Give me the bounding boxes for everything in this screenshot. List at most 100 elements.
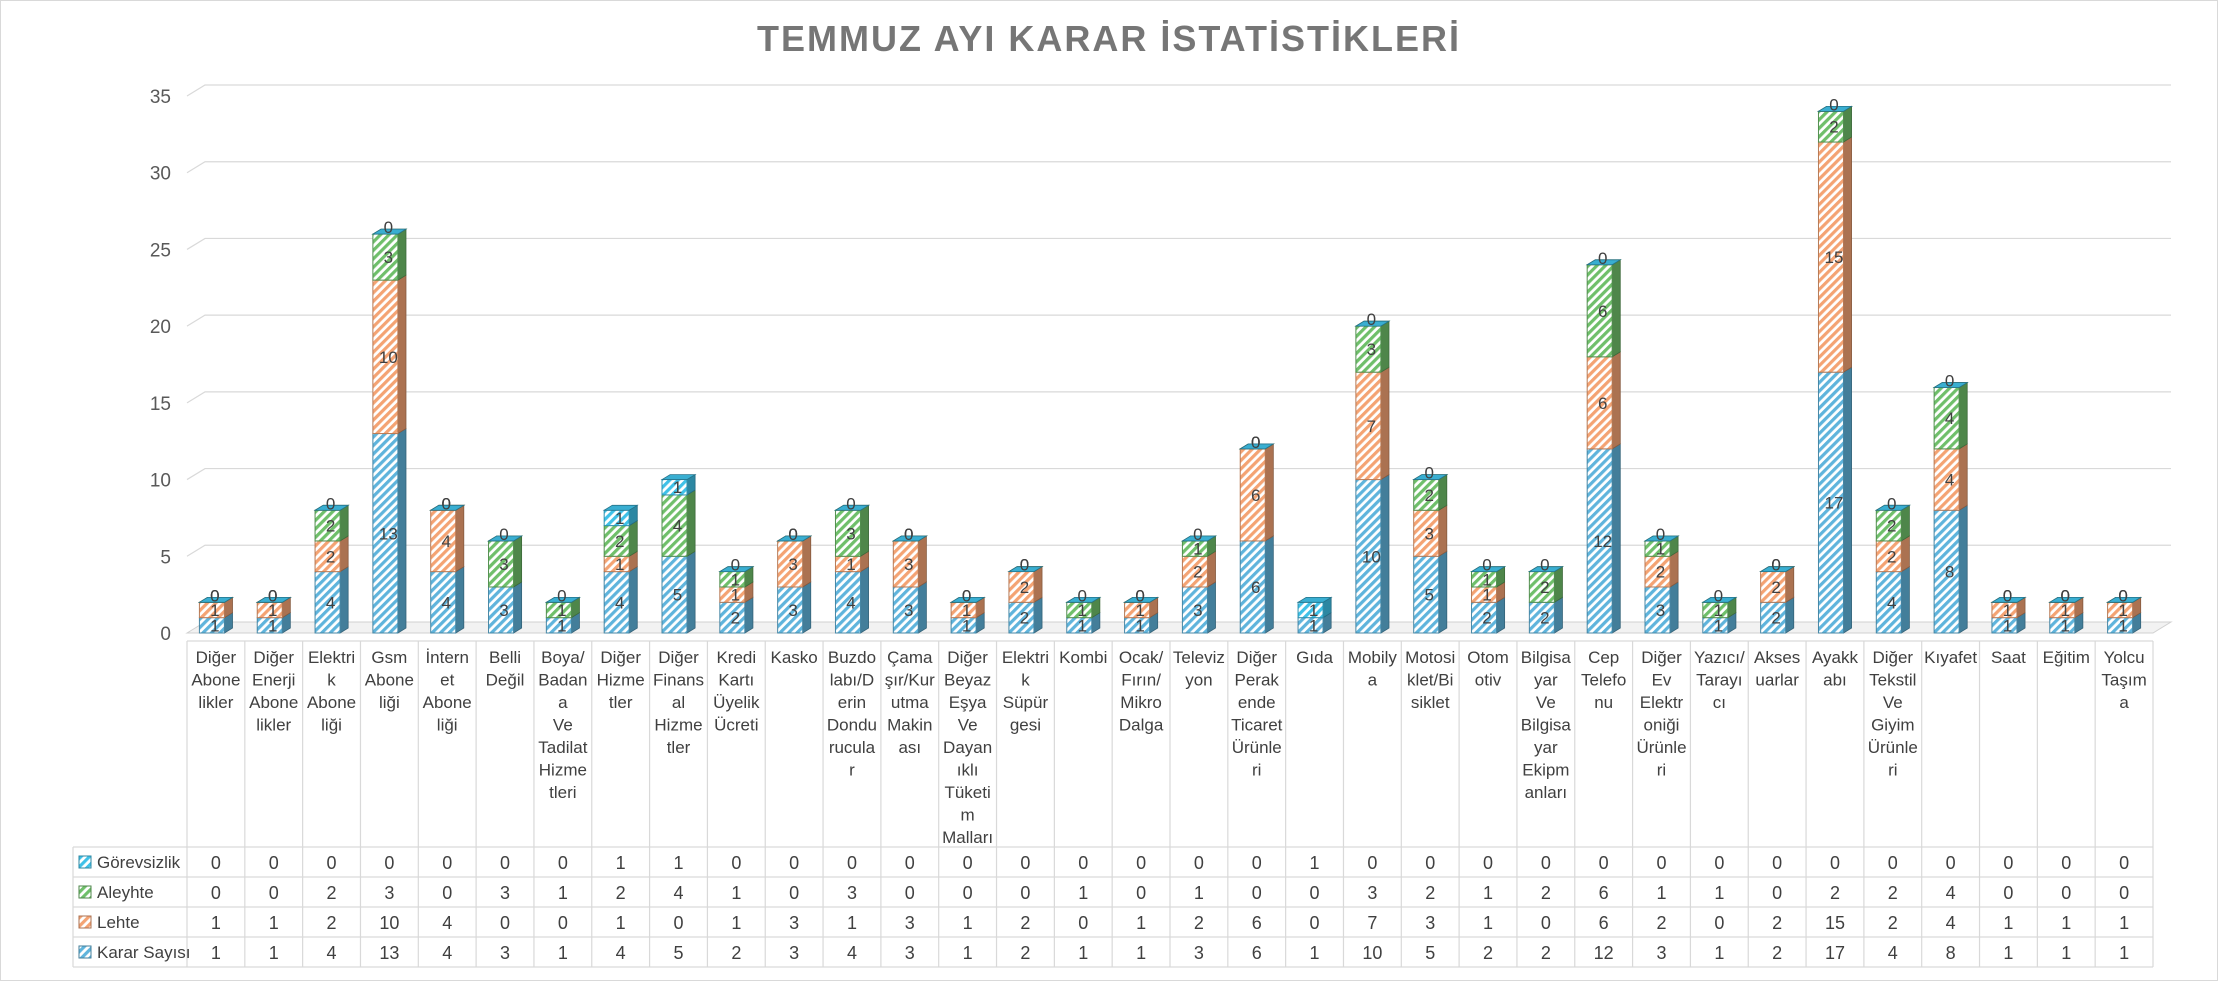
data-label: 0 [557,586,566,605]
table-cell: 3 [384,883,394,903]
table-cell: 1 [1194,883,1204,903]
table-cell: 2 [327,883,337,903]
y-tick-label: 20 [150,317,171,338]
bar-segment [1933,443,1968,511]
table-cell: 2 [1888,913,1898,933]
data-label: 3 [1656,601,1665,620]
data-label: 2 [1020,609,1029,628]
table-cell: 4 [442,913,452,933]
data-label: 1 [268,616,277,635]
table-cell: 1 [2003,913,2013,933]
data-label: 1 [268,601,277,620]
data-label: 2 [1020,578,1029,597]
bar-segment [1760,596,1795,634]
table-cell: 1 [558,883,568,903]
table-cell: 0 [2119,883,2129,903]
data-label: 0 [1020,556,1029,575]
table-cell: 0 [211,853,221,873]
table-cell: 0 [1310,913,1320,933]
bar-segment [949,596,986,603]
data-label: 0 [2118,586,2127,605]
bar-segment [1644,550,1679,588]
bar-segment [1008,596,1043,634]
table-cell: 6 [1599,883,1609,903]
table-cell: 2 [1194,913,1204,933]
table-cell: 0 [500,853,510,873]
table-cell: 10 [379,913,399,933]
data-label: 2 [326,547,335,566]
bar-segment [1585,259,1622,266]
bar-segment [488,581,523,634]
data-label: 4 [441,593,450,612]
category-label: Ocak/Fırın/Mikro Dalga [1119,648,1164,735]
category-label: Çama şır/Kur utma Makin ası [885,648,935,757]
data-label: 2 [1656,563,1665,582]
table-cell: 8 [1946,943,1956,963]
table-cell: 1 [1078,883,1088,903]
data-label: 0 [962,586,971,605]
category-label: Yazıcı/Tarayı cı [1694,648,1745,712]
data-label: 1 [2118,616,2127,635]
gridline [186,544,2171,557]
bar-segment [950,611,985,634]
data-label: 0 [962,586,971,605]
data-label: 8 [1945,563,1954,582]
data-label: 0 [904,525,913,544]
table-cell: 0 [442,883,452,903]
table-cell: 7 [1367,913,1377,933]
category-label: Buzdo labı/D erin Dondu rucula r [827,648,877,780]
bar-segment [834,550,869,573]
bar-segment [429,504,466,511]
data-label: 0 [2118,586,2127,605]
bar-segment [834,565,869,634]
data-label: 4 [846,593,855,612]
bar-segment [2048,596,2085,603]
y-tick-label: 35 [150,87,171,108]
data-label: 3 [1367,340,1376,359]
category-label: Diğer Hizme tler [597,648,645,712]
table-cell: 0 [1714,913,1724,933]
table-cell: 0 [1194,853,1204,873]
bar-segment [1355,366,1390,481]
y-axis: 0 5 10 15 20 25 30 35 [150,87,171,645]
data-label: 0 [268,586,277,605]
category-label: Boya/Badan a Ve Tadilat Hizme tleri [538,648,587,802]
data-label: 1 [1193,540,1202,559]
data-label: 0 [904,525,913,544]
table-cell: 0 [1714,853,1724,873]
y-tick-label: 0 [160,624,171,645]
table-cell: 10 [1362,943,1382,963]
data-label: 1 [962,601,971,620]
y-tick-label: 10 [150,471,171,492]
y-tick-label: 30 [150,164,171,185]
category-label: Diğer Beyaz Eşya Ve Dayan ıklı Tüketi m Malları [942,648,993,847]
data-label: 0 [1714,586,1723,605]
data-label: 4 [441,532,450,551]
data-label: 1 [615,509,624,528]
table-cell: 1 [2061,943,2071,963]
data-label: 0 [1135,586,1144,605]
table-cell: 5 [1425,943,1435,963]
gridline [186,467,2171,481]
bar-segment [314,565,349,634]
table-cell: 3 [1425,913,1435,933]
bar-segment [834,504,870,557]
table-cell: 5 [673,943,683,963]
data-label: 0 [1251,433,1260,452]
table-cell: 6 [1252,943,1262,963]
table-cell: 3 [789,943,799,963]
data-label: 4 [673,517,682,536]
bar-segment [313,504,350,511]
bar-segment [1413,504,1448,557]
table-cell: 4 [847,943,857,963]
bar-segment [372,274,407,435]
category-label: Elektri k Süpür gesi [1002,648,1049,735]
category-label: Bilgisa yar Ve Bilgisa yar Ekipm anları [1521,648,1572,802]
bar-segment [834,504,870,511]
gridline [186,161,2171,174]
bar-segment [1296,596,1333,619]
data-label: 3 [1193,601,1202,620]
table-cell: 3 [500,943,510,963]
bar-segment [1123,596,1160,603]
data-label: 0 [1424,464,1433,483]
